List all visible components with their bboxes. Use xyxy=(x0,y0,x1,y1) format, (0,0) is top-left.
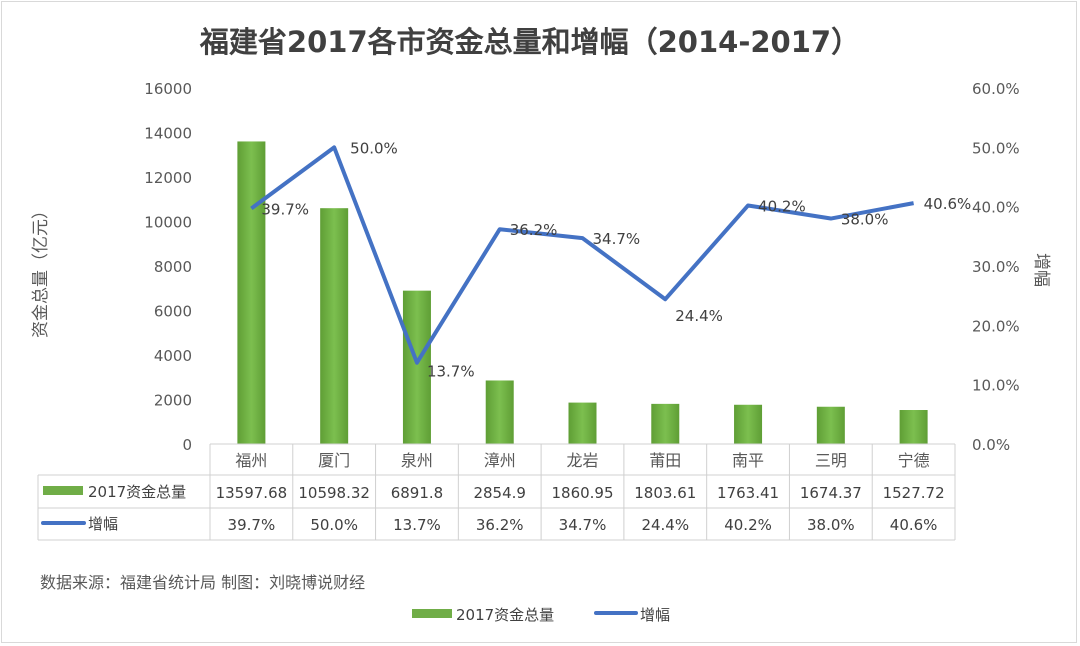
bar xyxy=(734,404,763,444)
y2-tick-label: 20.0% xyxy=(972,317,1020,335)
bar xyxy=(816,406,845,444)
line-data-label: 36.2% xyxy=(510,221,558,239)
table-cell-value: 1527.72 xyxy=(883,484,945,502)
table-cell-growth: 50.0% xyxy=(310,516,358,534)
table-cell-value: 1763.41 xyxy=(717,484,779,502)
table-cell-value: 13597.68 xyxy=(216,484,288,502)
y-tick-label: 14000 xyxy=(144,125,192,143)
line-data-label: 38.0% xyxy=(841,211,889,229)
y-tick-label: 2000 xyxy=(154,392,192,410)
table-cell-growth: 24.4% xyxy=(641,516,689,534)
table-cell-growth: 36.2% xyxy=(476,516,524,534)
source-note: 数据来源：福建省统计局 制图：刘晓博说财经 xyxy=(40,573,365,592)
y2-tick-label: 0.0% xyxy=(972,436,1010,454)
y2-tick-label: 30.0% xyxy=(972,258,1020,276)
category-label: 厦门 xyxy=(318,451,350,470)
table-cell-value: 10598.32 xyxy=(298,484,370,502)
y-tick-label: 16000 xyxy=(144,80,192,98)
line-data-label: 50.0% xyxy=(350,139,398,157)
category-label: 三明 xyxy=(815,451,847,470)
category-label: 福州 xyxy=(235,451,267,470)
table-row-label: 增幅 xyxy=(88,515,118,533)
bar xyxy=(485,380,514,444)
y-tick-label: 8000 xyxy=(154,258,192,276)
bar xyxy=(237,141,266,445)
table-row-label: 2017资金总量 xyxy=(88,483,186,501)
bar xyxy=(651,403,680,444)
chart-title: 福建省2017各市资金总量和增幅（2014-2017） xyxy=(199,25,860,59)
y2-axis-label: 增幅 xyxy=(1031,253,1051,287)
y2-tick-label: 40.0% xyxy=(972,199,1020,217)
y-tick-label: 4000 xyxy=(154,347,192,365)
table-cell-growth: 13.7% xyxy=(393,516,441,534)
category-label: 南平 xyxy=(732,451,764,470)
line-data-label: 13.7% xyxy=(427,363,475,381)
legend-label: 2017资金总量 xyxy=(456,606,554,624)
line-data-label: 24.4% xyxy=(675,307,723,325)
line-series xyxy=(250,145,914,365)
legend-bar-swatch xyxy=(412,609,452,618)
table-cell-value: 1674.37 xyxy=(800,484,862,502)
bar xyxy=(320,208,349,444)
table-cell-value: 1803.61 xyxy=(634,484,696,502)
category-label: 龙岩 xyxy=(566,451,598,470)
table-cell-value: 1860.95 xyxy=(551,484,613,502)
line-data-label: 34.7% xyxy=(593,230,641,248)
y-tick-label: 10000 xyxy=(144,214,192,232)
y2-tick-label: 50.0% xyxy=(972,139,1020,157)
category-label: 莆田 xyxy=(649,451,681,470)
line-data-label: 40.6% xyxy=(924,195,972,213)
y-tick-label: 0 xyxy=(182,436,192,454)
line-data-label: 40.2% xyxy=(758,197,806,215)
bar xyxy=(899,410,928,444)
table-cell-growth: 39.7% xyxy=(228,516,276,534)
y-tick-label: 12000 xyxy=(144,169,192,187)
bar xyxy=(402,290,431,444)
y2-tick-label: 10.0% xyxy=(972,377,1020,395)
category-label: 泉州 xyxy=(401,451,433,470)
line-data-label: 39.7% xyxy=(261,200,309,218)
y2-tick-label: 60.0% xyxy=(972,80,1020,98)
y-tick-label: 6000 xyxy=(154,303,192,321)
table-cell-growth: 38.0% xyxy=(807,516,855,534)
table-cell-value: 2854.9 xyxy=(473,484,526,502)
table-cell-growth: 40.6% xyxy=(890,516,938,534)
category-label: 宁德 xyxy=(898,451,930,470)
category-label: 漳州 xyxy=(484,451,516,470)
table-cell-growth: 34.7% xyxy=(559,516,607,534)
table-bar-key xyxy=(43,486,83,495)
table-cell-growth: 40.2% xyxy=(724,516,772,534)
legend-label: 增幅 xyxy=(640,606,670,624)
table-cell-value: 6891.8 xyxy=(391,484,444,502)
bar xyxy=(568,402,597,444)
y-axis-label: 资金总量（亿元） xyxy=(31,202,51,338)
